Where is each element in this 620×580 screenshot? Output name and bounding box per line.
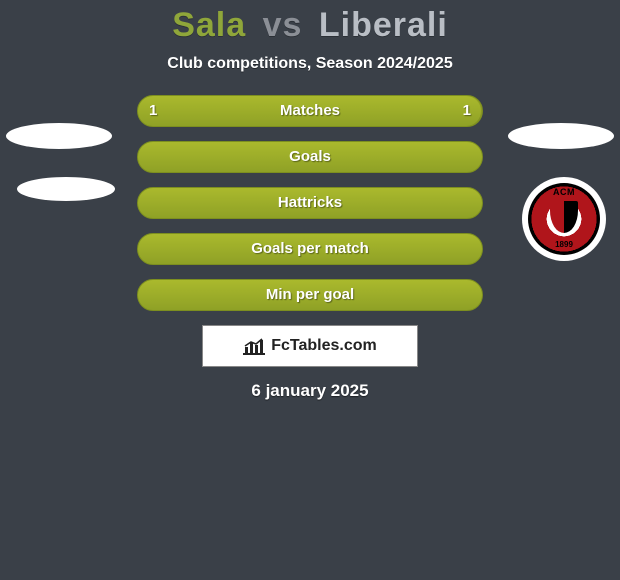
comparison-infographic: Sala vs Liberali Club competitions, Seas…	[0, 0, 620, 580]
player1-head-oval	[6, 123, 112, 149]
stat-label: Matches	[137, 95, 483, 127]
stat-row: Min per goal	[137, 279, 483, 311]
subtitle: Club competitions, Season 2024/2025	[0, 55, 620, 73]
stat-value-right: 1	[463, 95, 471, 127]
chart-icon	[243, 337, 265, 355]
acmilan-badge: ACM 1899	[528, 183, 600, 255]
page-title: Sala vs Liberali	[0, 0, 620, 45]
acmilan-badge-year: 1899	[528, 240, 600, 249]
player1-body-oval	[17, 177, 115, 201]
title-vs: vs	[263, 6, 303, 44]
player2-club-logo: ACM 1899	[522, 177, 606, 261]
stat-label: Goals per match	[137, 233, 483, 265]
stat-value-left: 1	[149, 95, 157, 127]
acmilan-badge-shield	[550, 201, 578, 233]
stat-row: Goals	[137, 141, 483, 173]
stat-row: Hattricks	[137, 187, 483, 219]
stat-row: Goals per match	[137, 233, 483, 265]
watermark-text: FcTables.com	[271, 337, 377, 355]
watermark: FcTables.com	[202, 325, 418, 367]
stat-label: Goals	[137, 141, 483, 173]
stat-label: Min per goal	[137, 279, 483, 311]
stat-label: Hattricks	[137, 187, 483, 219]
date-label: 6 january 2025	[0, 381, 620, 401]
title-player1: Sala	[172, 6, 246, 44]
acmilan-badge-text: ACM	[528, 187, 600, 197]
player2-head-oval	[508, 123, 614, 149]
title-player2: Liberali	[319, 6, 448, 44]
stat-row: Matches1 1	[137, 95, 483, 127]
